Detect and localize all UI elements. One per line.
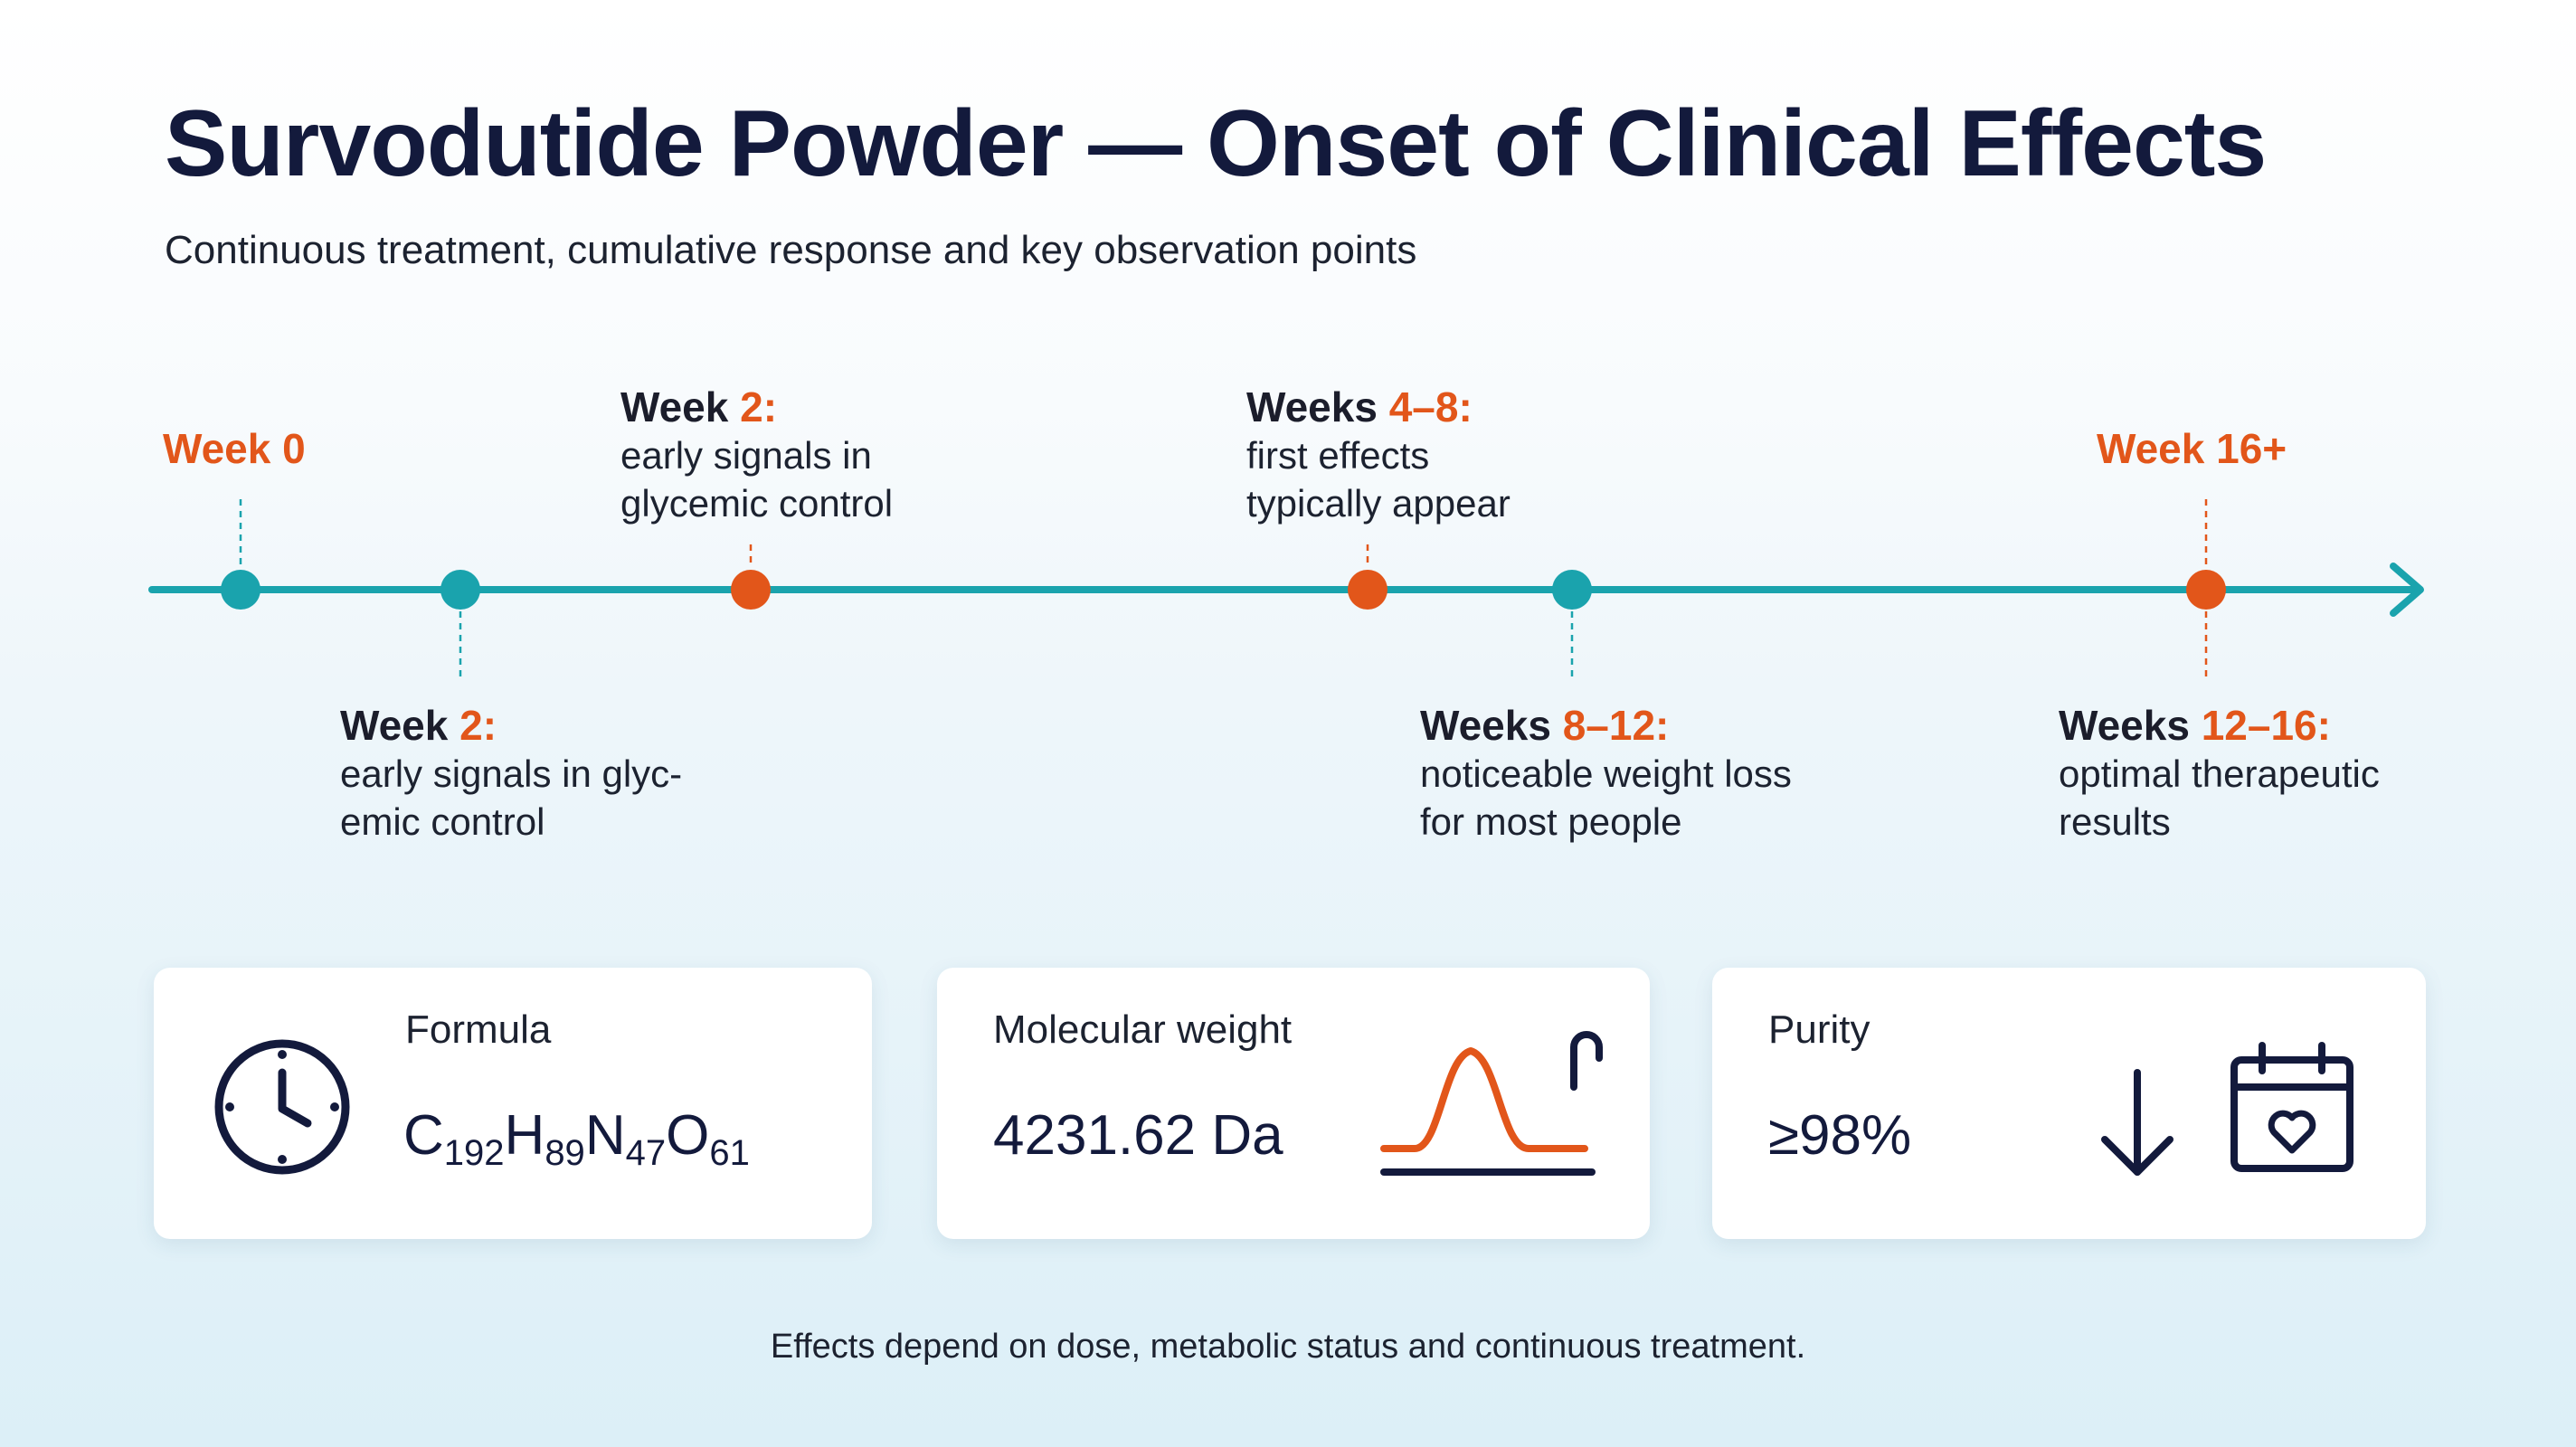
marker-weeks-4-8 [1348, 570, 1387, 610]
label-week-0: Week 0 [163, 425, 306, 473]
label-line: first effects [1246, 434, 1430, 477]
element-count: 89 [545, 1133, 585, 1173]
label-head-prefix: Weeks [2059, 702, 2202, 749]
element-symbol: O [666, 1104, 710, 1167]
label-head-number: 2: [459, 702, 497, 749]
label-weeks-4-8: Weeks 4–8: first effects typically appea… [1246, 383, 1511, 527]
label-head-number: 2: [740, 383, 778, 430]
label-line: emic control [340, 800, 545, 843]
purity-card: Purity ≥98% [1712, 968, 2426, 1239]
label-line: results [2059, 800, 2171, 843]
marker-week-2-above [731, 570, 771, 610]
page-title: Survodutide Powder — Onset of Clinical E… [165, 91, 2267, 196]
label-weeks-8-12: Weeks 8–12: noticeable weight loss for m… [1420, 702, 1792, 846]
label-week-2-above: Week 2: early signals in glycemic contro… [620, 383, 893, 527]
formula-value: C192H89N47O61 [403, 1103, 750, 1174]
label-week-16-plus: Week 16+ [2097, 425, 2287, 473]
label-week-0-text: Week 0 [163, 425, 306, 472]
label-head-prefix: Week [340, 702, 460, 749]
label-head-number: 8–12: [1562, 702, 1670, 749]
label-week-2-below: Week 2: early signals in glyc- emic cont… [340, 702, 682, 846]
label-week-16-plus-text: Week 16+ [2097, 425, 2287, 472]
purity-value: ≥98% [1768, 1104, 1912, 1167]
label-head-prefix: Week [620, 383, 741, 430]
formula-card: Formula C192H89N47O61 [154, 968, 872, 1239]
page-subtitle: Continuous treatment, cumulative respons… [165, 228, 1417, 272]
molecular-weight-label: Molecular weight [993, 1007, 1293, 1052]
element-count: 192 [443, 1133, 505, 1173]
label-head-number: 4–8: [1388, 383, 1473, 430]
element-count: 47 [625, 1133, 667, 1173]
label-head-prefix: Weeks [1420, 702, 1563, 749]
label-line: early signals in [620, 434, 872, 477]
label-weeks-12-16: Weeks 12–16: optimal therapeutic results [2059, 702, 2380, 846]
marker-week-16 [2186, 570, 2226, 610]
molecular-weight-card: Molecular weight 4231.62 Da [937, 968, 1650, 1239]
element-symbol: C [403, 1104, 444, 1167]
timeline-arrowhead [2390, 563, 2424, 617]
element-symbol: H [504, 1104, 545, 1167]
label-line: glycemic control [620, 482, 894, 525]
footnote: Effects depend on dose, metabolic status… [770, 1328, 1806, 1366]
label-line: noticeable weight loss [1420, 752, 1792, 795]
label-head-number: 12–16: [2201, 702, 2331, 749]
calendar-heart-icon [2230, 1042, 2353, 1172]
molecular-weight-value: 4231.62 Da [993, 1104, 1283, 1167]
purity-label: Purity [1768, 1007, 1870, 1052]
clock-icon [214, 1039, 350, 1175]
element-symbol: N [584, 1104, 626, 1167]
label-line: optimal therapeutic [2059, 752, 2380, 795]
element-count: 61 [709, 1133, 750, 1173]
formula-label: Formula [405, 1007, 552, 1052]
marker-week-0 [221, 570, 260, 610]
peak-curve-icon [1380, 1031, 1603, 1176]
marker-weeks-8-12 [1552, 570, 1592, 610]
label-line: early signals in glyc- [340, 752, 683, 795]
marker-week-2-below [440, 570, 480, 610]
label-head-prefix: Weeks [1246, 383, 1389, 430]
down-arrow-icon [2101, 1069, 2174, 1176]
label-line: for most people [1420, 800, 1682, 843]
timeline [148, 499, 2424, 682]
label-line: typically appear [1246, 482, 1511, 525]
